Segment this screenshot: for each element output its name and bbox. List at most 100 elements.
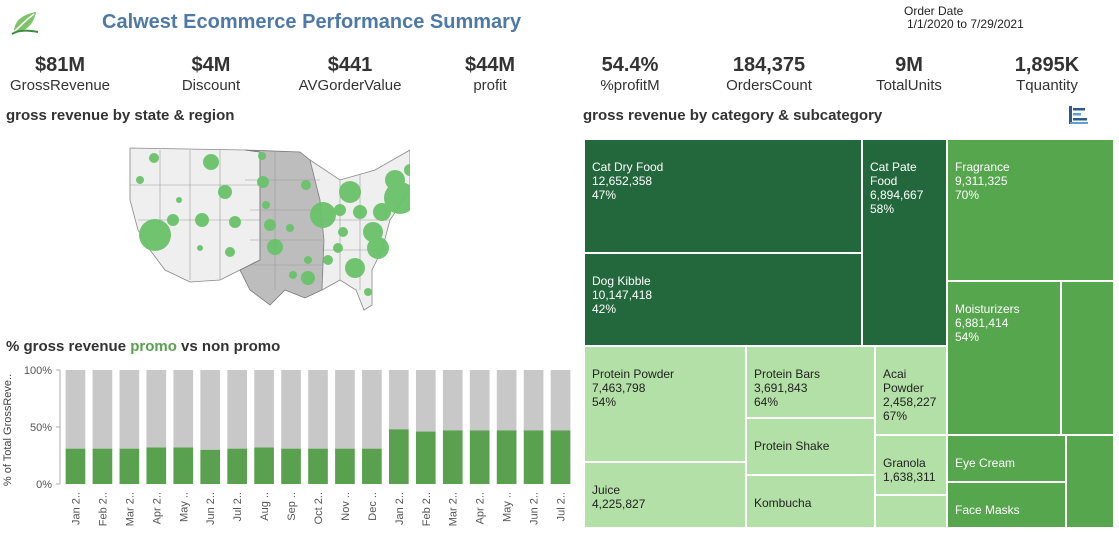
bar-x-tick-label: Jun 2.. — [529, 492, 541, 525]
bar-segment-promo[interactable] — [362, 448, 382, 484]
treemap-tile-unlabeled-beauty[interactable] — [1061, 281, 1114, 435]
bar-segment-non-promo[interactable] — [496, 370, 517, 431]
bar-segment-promo[interactable] — [415, 431, 436, 484]
bar-x-tick-label: Jan 2.. — [394, 492, 406, 525]
tile-value: 9,311,325 — [955, 174, 1008, 188]
tile-value: 12,652,358 — [592, 174, 653, 188]
bar-segment-promo[interactable] — [254, 447, 274, 484]
bar-segment-promo[interactable] — [523, 430, 544, 484]
treemap-tile-unlabeled-food[interactable] — [875, 495, 947, 528]
treemap-tile-granola[interactable]: Granola 1,638,311 — [875, 435, 947, 495]
map-state-bubble — [149, 153, 159, 163]
treemap-tile-eye-cream[interactable]: Eye Cream — [947, 435, 1066, 482]
order-date-range[interactable]: 1/1/2020 to 7/29/2021 — [907, 17, 1024, 31]
bar-segment-promo[interactable] — [281, 448, 301, 484]
bar-segment-non-promo[interactable] — [308, 370, 328, 449]
bar-segment-promo[interactable] — [92, 448, 113, 484]
bar-segment-non-promo[interactable] — [92, 370, 113, 449]
bar-segment-non-promo[interactable] — [200, 370, 221, 450]
bar-x-tick-label: Mar 2.. — [448, 492, 460, 526]
bar-segment-non-promo[interactable] — [146, 370, 167, 448]
bar-segment-promo[interactable] — [442, 430, 463, 484]
us-state-map[interactable] — [110, 140, 410, 320]
tile-name: Protein Bars — [754, 367, 821, 381]
treemap-tile-moisturizers[interactable]: Moisturizers 6,881,414 54% — [947, 281, 1061, 435]
bar-segment-promo[interactable] — [308, 448, 328, 484]
treemap-tile-fragrance[interactable]: Fragrance 9,311,325 70% — [947, 139, 1114, 281]
map-state-bubble — [289, 271, 297, 279]
treemap-tile-unlabeled-beauty-2[interactable] — [1066, 435, 1114, 528]
map-state-bubble — [139, 219, 171, 251]
bar-segment-non-promo[interactable] — [65, 370, 86, 449]
bar-x-tick-label: Jul 2.. — [556, 492, 568, 521]
tile-name: Acai Powder — [883, 367, 924, 395]
bar-segment-non-promo[interactable] — [173, 370, 194, 448]
bar-segment-promo[interactable] — [146, 447, 167, 484]
map-state-bubble — [310, 202, 336, 228]
bar-segment-non-promo[interactable] — [442, 370, 463, 431]
bar-x-tick-label: Jul 2.. — [232, 492, 244, 521]
bar-segment-promo[interactable] — [227, 448, 247, 484]
treemap-tile-acai-powder[interactable]: Acai Powder 2,458,227 67% — [875, 346, 947, 435]
tile-name: Dog Kibble — [592, 274, 651, 288]
bar-section-title: % gross revenue promo vs non promo — [6, 338, 280, 355]
treemap-tile-cat-pate-food[interactable]: Cat Pate Food 6,894,667 58% — [862, 139, 947, 346]
bar-segment-non-promo[interactable] — [415, 370, 436, 432]
bar-y-tick-label: 50% — [30, 422, 52, 434]
bar-segment-promo[interactable] — [496, 430, 517, 484]
bar-segment-non-promo[interactable] — [254, 370, 274, 448]
kpi-label: Tquantity — [1016, 77, 1078, 94]
bar-segment-non-promo[interactable] — [550, 370, 571, 431]
kpi-value: $4M — [191, 54, 231, 76]
bar-segment-non-promo[interactable] — [362, 370, 382, 449]
map-state-bubble — [345, 258, 365, 278]
bar-x-tick-label: May .. — [502, 492, 514, 522]
treemap-tile-protein-powder[interactable]: Protein Powder 7,463,798 54% — [584, 346, 746, 462]
bar-segment-promo[interactable] — [335, 448, 355, 484]
list-menu-icon[interactable] — [1068, 104, 1090, 126]
treemap-tile-protein-shake[interactable]: Protein Shake — [746, 418, 875, 475]
bar-segment-non-promo[interactable] — [389, 370, 409, 430]
tile-name: Protein Shake — [754, 439, 830, 453]
tile-pct: 58% — [870, 202, 895, 216]
tile-value: 10,147,418 — [592, 288, 653, 302]
bar-x-tick-label: Jan 2.. — [70, 492, 82, 525]
treemap-tile-face-masks[interactable]: Face Masks — [947, 482, 1066, 528]
treemap-tile-cat-dry-food[interactable]: Cat Dry Food 12,652,358 47% — [584, 139, 862, 253]
tile-value: 2,458,227 — [883, 395, 937, 409]
map-state-bubble — [338, 227, 348, 237]
bar-segment-non-promo[interactable] — [469, 370, 490, 431]
kpi-total-units: 9M TotalUnits — [834, 54, 984, 95]
tile-value: 1,638,311 — [883, 470, 936, 484]
kpi-label: %profitM — [600, 77, 660, 94]
kpi-value: $441 — [327, 54, 373, 76]
treemap-tile-kombucha[interactable]: Kombucha — [746, 475, 875, 528]
bar-x-tick-label: Jun 2.. — [205, 492, 217, 525]
bar-segment-promo[interactable] — [469, 430, 490, 484]
bar-x-tick-label: Dec .. — [367, 492, 379, 521]
order-date-label: Order Date — [904, 4, 964, 18]
bar-segment-non-promo[interactable] — [119, 370, 140, 449]
bar-segment-promo[interactable] — [173, 447, 194, 484]
treemap-tile-juice[interactable]: Juice 4,225,827 — [584, 462, 746, 528]
treemap-tile-dog-kibble[interactable]: Dog Kibble 10,147,418 42% — [584, 253, 862, 346]
bar-segment-non-promo[interactable] — [335, 370, 355, 449]
tile-name: Juice — [592, 483, 621, 497]
bar-segment-promo[interactable] — [119, 448, 140, 484]
bar-segment-promo[interactable] — [389, 429, 409, 484]
promo-bar-chart: % of Total GrossReve.. 100% 50% 0% Jan 2..… — [2, 365, 571, 526]
bar-y-tick-label: 100% — [24, 365, 52, 377]
map-state-bubble — [197, 245, 203, 251]
kpi-value: 1,895K — [1014, 54, 1080, 76]
map-state-bubble — [301, 271, 315, 285]
treemap-tile-protein-bars[interactable]: Protein Bars 3,691,843 64% — [746, 346, 875, 418]
bar-segment-non-promo[interactable] — [227, 370, 247, 449]
bar-segment-promo[interactable] — [200, 449, 221, 484]
bar-segment-non-promo[interactable] — [281, 370, 301, 449]
map-state-bubble — [339, 181, 361, 203]
bar-segment-non-promo[interactable] — [523, 370, 544, 431]
bar-segment-promo[interactable] — [65, 448, 86, 484]
bar-segment-promo[interactable] — [550, 430, 571, 484]
tile-name: Protein Powder — [592, 367, 675, 381]
tile-value: 3,691,843 — [754, 381, 808, 395]
